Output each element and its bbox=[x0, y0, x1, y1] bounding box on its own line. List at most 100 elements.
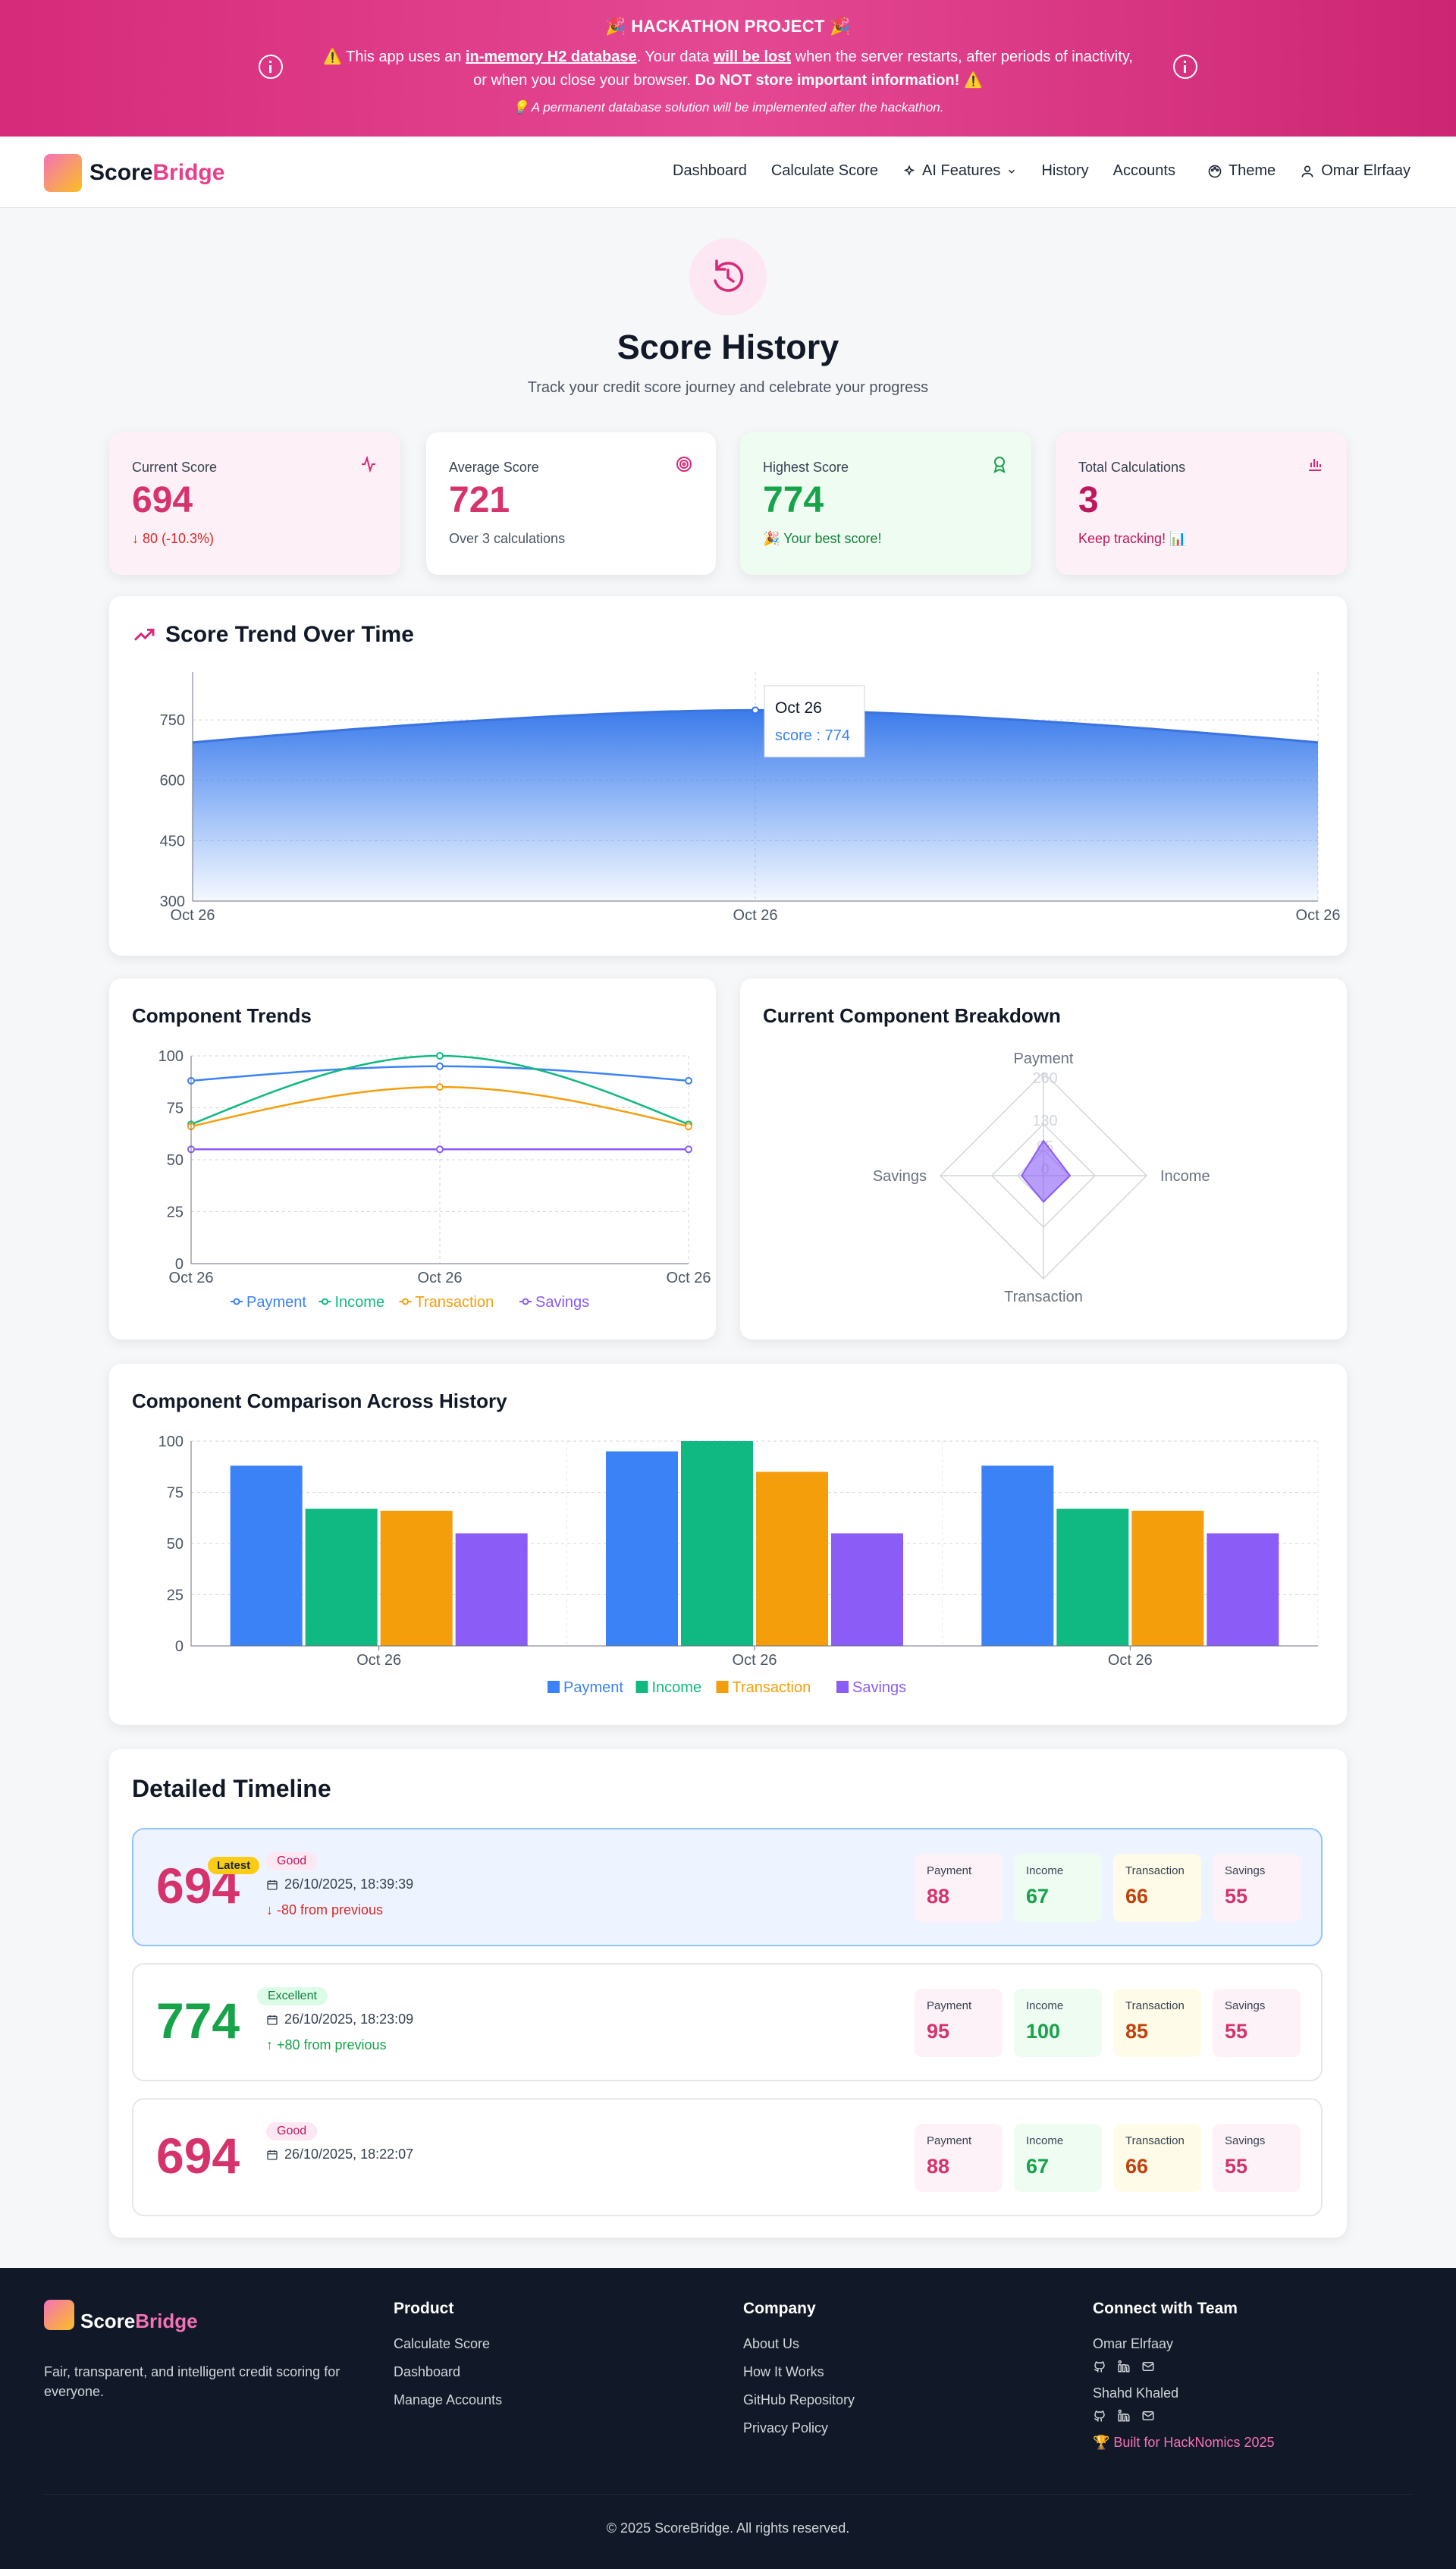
copyright: © 2025 ScoreBridge. All rights reserved. bbox=[606, 2520, 850, 2536]
nav-user-menu[interactable]: Omar Elrfaay bbox=[1300, 162, 1410, 180]
github-icon[interactable] bbox=[1093, 2360, 1106, 2373]
linkedin-icon[interactable] bbox=[1117, 2360, 1131, 2373]
timeline-item: 694 Good 26/10/2025, 18:22:07 Payment 88 Inco… bbox=[132, 2098, 1323, 2216]
radar-chart: 065130260PaymentIncomeTransactionSavings bbox=[873, 1051, 1210, 1305]
timeline-card: Detailed Timeline 694 Latest Good 26/10/202… bbox=[109, 1749, 1347, 2238]
footer-link[interactable]: Privacy Policy bbox=[743, 2420, 829, 2436]
footer-link[interactable]: GitHub Repository bbox=[743, 2392, 855, 2407]
github-icon[interactable] bbox=[1093, 2409, 1106, 2423]
x-tick-label: Oct 26 bbox=[1296, 907, 1341, 924]
nav-accounts[interactable]: Accounts bbox=[1112, 162, 1175, 179]
x-tick-label: Oct 26 bbox=[667, 1270, 711, 1286]
component-payment: Payment 88 bbox=[915, 2124, 1003, 2192]
y-tick-label: 300 bbox=[160, 893, 185, 910]
footer-link[interactable]: Dashboard bbox=[394, 2364, 461, 2379]
team-social bbox=[1093, 2360, 1275, 2373]
y-tick-label: 25 bbox=[167, 1588, 184, 1604]
award-icon bbox=[993, 457, 1006, 473]
legend-label: Transaction bbox=[733, 1679, 811, 1696]
footer-team: Connect with Team Omar Elrfaay Shahd Kha… bbox=[1093, 2300, 1275, 2450]
chevron-down-icon bbox=[1009, 169, 1015, 174]
footer-link[interactable]: How It Works bbox=[743, 2364, 824, 2379]
rating-badge: Excellent bbox=[257, 1987, 328, 2005]
tooltip-value: score : 774 bbox=[775, 727, 850, 744]
component-income: Income 67 bbox=[1014, 2124, 1102, 2192]
legend-swatch bbox=[548, 1681, 560, 1693]
x-tick-label: Oct 26 bbox=[171, 907, 215, 924]
component-payment: Payment 95 bbox=[915, 1989, 1003, 2057]
component-transaction: Transaction 66 bbox=[1113, 1854, 1201, 1922]
timeline-date: 26/10/2025, 18:22:07 bbox=[266, 2147, 413, 2162]
radar-axis-label: Savings bbox=[873, 1168, 927, 1185]
footer-link[interactable]: Calculate Score bbox=[394, 2336, 491, 2351]
component-savings: Savings 55 bbox=[1213, 2124, 1301, 2192]
component-income: Income 67 bbox=[1014, 1854, 1102, 1922]
nav-dashboard[interactable]: Dashboard bbox=[673, 162, 747, 179]
legend-label: Payment bbox=[246, 1294, 306, 1311]
trending-up-icon bbox=[133, 628, 155, 641]
bar-savings bbox=[1207, 1533, 1279, 1646]
timeline-score: 694 bbox=[156, 2128, 240, 2184]
footer-tagline: Fair, transparent, and intelligent credi… bbox=[44, 2364, 340, 2399]
nav-history[interactable]: History bbox=[1041, 162, 1089, 179]
sparkles-icon bbox=[903, 164, 915, 176]
data-point bbox=[436, 1062, 444, 1070]
y-tick-label: 25 bbox=[167, 1204, 184, 1221]
bar-payment bbox=[981, 1465, 1054, 1646]
timeline-date: 26/10/2025, 18:23:09 bbox=[266, 2012, 413, 2027]
tooltip-title: Oct 26 bbox=[775, 699, 822, 717]
tooltip-box bbox=[764, 685, 865, 758]
stat-card-total: Total Calculations 3 Keep tracking! 📊 bbox=[1056, 432, 1347, 575]
bar-payment bbox=[606, 1451, 678, 1646]
legend-label: Income bbox=[652, 1679, 702, 1696]
score-change: ↓ -80 from previous bbox=[266, 1902, 384, 1917]
bar-chart-icon bbox=[1309, 459, 1321, 471]
footer-link[interactable]: Manage Accounts bbox=[394, 2392, 503, 2407]
x-tick-label: Oct 26 bbox=[418, 1270, 463, 1286]
linkedin-icon[interactable] bbox=[1117, 2409, 1131, 2423]
brand-logo[interactable]: ScoreBridge bbox=[44, 154, 224, 192]
navbar: ScoreBridge Dashboard Calculate Score AI… bbox=[0, 137, 1456, 208]
nav-links: Dashboard Calculate Score AI Features Hi… bbox=[673, 162, 1410, 180]
nav-ai-features[interactable]: AI Features bbox=[902, 162, 1017, 180]
footer-divider bbox=[44, 2494, 1412, 2495]
legend-marker bbox=[233, 1298, 240, 1305]
score-trend-chart: 300 450 600 750 Oct 26 Oct 26 Oct 26 Oct 26 scor… bbox=[160, 672, 1341, 924]
mail-icon[interactable] bbox=[1141, 2409, 1155, 2423]
y-tick-label: 75 bbox=[167, 1485, 184, 1502]
calendar-icon bbox=[267, 2150, 278, 2160]
logo-icon bbox=[44, 2300, 74, 2330]
footer: ScoreBridge Fair, transparent, and intel… bbox=[0, 2268, 1456, 2569]
component-transaction: Transaction 85 bbox=[1113, 1989, 1201, 2057]
page-subtitle: Track your credit score journey and cele… bbox=[527, 379, 929, 396]
chart-title: Component Trends bbox=[132, 1004, 312, 1027]
bar-transaction bbox=[1131, 1510, 1204, 1646]
footer-product: Product Calculate Score Dashboard Manage… bbox=[394, 2300, 503, 2407]
team-member: Omar Elrfaay bbox=[1093, 2336, 1174, 2351]
footer-logo[interactable]: ScoreBridge bbox=[44, 2300, 362, 2342]
mail-icon[interactable] bbox=[1141, 2360, 1155, 2373]
latest-badge: Latest bbox=[208, 1857, 260, 1874]
y-tick-label: 750 bbox=[160, 712, 185, 729]
nav-theme[interactable]: Theme bbox=[1207, 162, 1276, 180]
nav-calculate-score[interactable]: Calculate Score bbox=[770, 162, 879, 179]
data-point bbox=[436, 1052, 444, 1060]
rating-badge: Good bbox=[266, 2122, 318, 2140]
stat-card-current: Current Score 694 ↓ 80 (-10.3%) bbox=[109, 432, 400, 575]
history-icon bbox=[689, 238, 767, 316]
y-tick-label: 75 bbox=[167, 1101, 184, 1117]
info-icon bbox=[259, 55, 283, 79]
component-trends-card: Component Trends 0 25 50 75 100 Oct 26 Oct 26 O… bbox=[109, 978, 716, 1339]
banner-message: ⚠️ This app uses an in-memory H2 databas… bbox=[323, 49, 1133, 89]
chart-title: Component Comparison Across History bbox=[132, 1390, 507, 1412]
component-trends-chart: 0 25 50 75 100 Oct 26 Oct 26 Oct 26 Payment Incom… bbox=[158, 1048, 711, 1311]
y-tick-label: 0 bbox=[175, 1256, 184, 1273]
bar-income bbox=[305, 1509, 378, 1646]
legend-swatch bbox=[836, 1681, 849, 1693]
footer-link[interactable]: About Us bbox=[743, 2336, 800, 2351]
component-comparison-chart: 0 25 50 75 100 Oct 26 Oct 26 Oct 26 Payment Incom… bbox=[158, 1434, 1319, 1696]
timeline-score: 774 bbox=[156, 1993, 240, 2049]
y-tick-label: 600 bbox=[160, 773, 185, 790]
component-payment: Payment 88 bbox=[915, 1854, 1003, 1922]
y-tick-label: 50 bbox=[167, 1536, 184, 1553]
